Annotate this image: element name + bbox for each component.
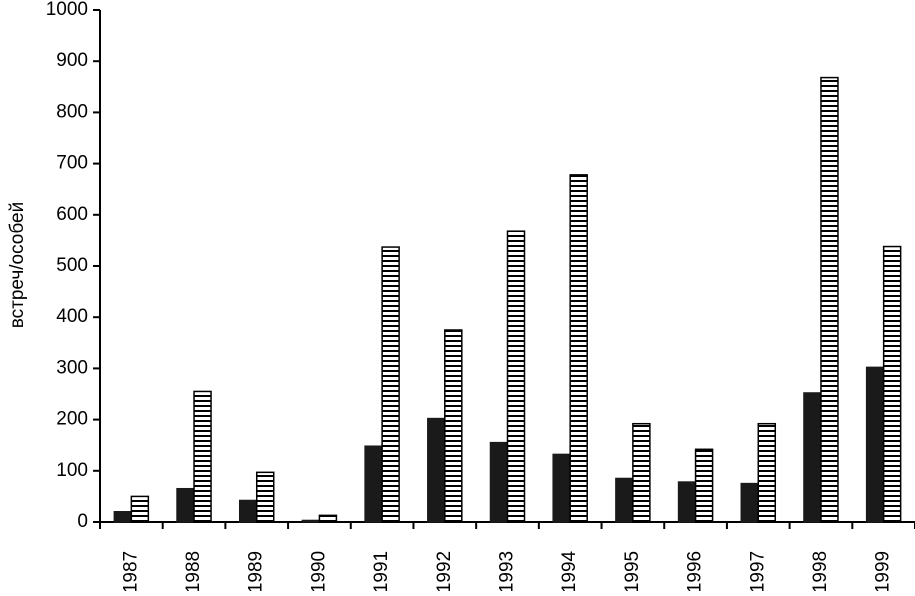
y-tick-label: 600 — [56, 204, 88, 225]
x-tick-label: 1998 — [810, 551, 831, 591]
bar — [301, 519, 321, 523]
bar — [694, 448, 714, 523]
bar — [740, 482, 760, 523]
bar — [552, 453, 571, 523]
x-tick-label: 1999 — [873, 551, 894, 591]
bar — [176, 487, 195, 523]
y-tick-label: 1000 — [46, 0, 88, 20]
x-tick-label: 1996 — [685, 551, 706, 591]
y-tick-label: 100 — [56, 460, 88, 481]
bar — [444, 329, 463, 523]
y-tick-label: 400 — [56, 306, 88, 327]
bar — [238, 499, 258, 523]
bar — [506, 230, 526, 523]
y-tick-label: 300 — [56, 357, 88, 378]
bar — [820, 76, 839, 523]
bar — [113, 511, 133, 523]
x-tick-label: 1993 — [497, 551, 518, 591]
x-tick-label: 1997 — [747, 551, 768, 591]
bar — [882, 245, 902, 523]
x-tick-label: 1991 — [371, 551, 392, 591]
bar — [569, 174, 588, 523]
bar — [364, 445, 383, 523]
x-tick-label: 1994 — [559, 550, 580, 591]
x-tick-label: 1987 — [120, 551, 141, 591]
bar — [318, 514, 338, 523]
bar — [865, 366, 885, 523]
y-tick-label: 500 — [56, 255, 88, 276]
y-tick-label: 800 — [56, 101, 88, 122]
x-tick-label: 1990 — [308, 551, 329, 591]
bar — [381, 246, 400, 523]
x-tick-label: 1995 — [622, 551, 643, 591]
bar — [427, 417, 446, 523]
x-tick-label: 1989 — [246, 551, 267, 591]
y-tick-label: 700 — [56, 153, 88, 174]
bar — [615, 477, 634, 523]
bar — [489, 441, 509, 523]
y-tick-label: 200 — [56, 409, 88, 430]
bar — [193, 390, 212, 523]
x-tick-label: 1992 — [434, 551, 455, 591]
bar — [677, 481, 697, 523]
y-tick-label: 900 — [56, 50, 88, 71]
bar — [130, 495, 150, 523]
bar — [632, 422, 651, 523]
bar — [803, 392, 822, 523]
y-tick-label: 0 — [77, 511, 88, 532]
bar — [757, 422, 777, 523]
y-axis-label: встреч/особей — [7, 202, 28, 328]
bar — [255, 471, 275, 523]
x-tick-label: 1988 — [183, 551, 204, 591]
